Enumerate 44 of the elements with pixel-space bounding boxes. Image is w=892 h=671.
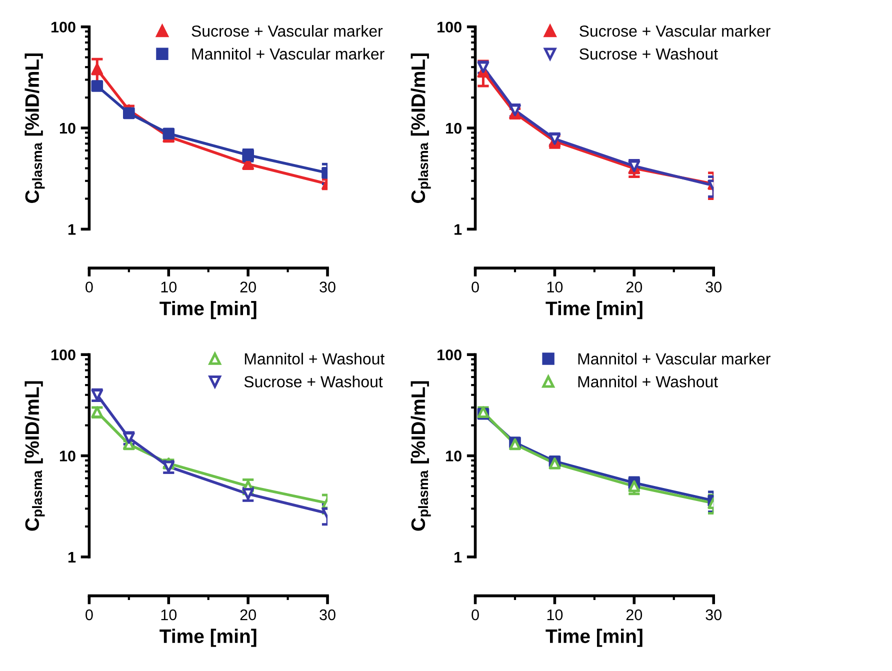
x-tick-label: 0 (86, 609, 93, 620)
legend-label: Sucrose + Washout (244, 376, 383, 388)
x-axis-title: Time [min] (546, 628, 642, 647)
y-tick-label: 100 (438, 349, 462, 360)
y-tick-label: 10 (446, 122, 462, 134)
x-tick-label: 0 (472, 282, 479, 292)
legend-label: Sucrose + Vascular marker (192, 25, 383, 37)
x-tick-label: 10 (161, 609, 177, 620)
y-tick-label: 100 (51, 349, 76, 360)
y-tick-label: 100 (51, 22, 76, 33)
y-axis-title: C$_{plasma}$ [%ID/mL] (24, 54, 45, 203)
y-tick-label: 1 (454, 552, 462, 562)
x-tick-label: 30 (320, 609, 336, 620)
y-tick-label: 1 (454, 224, 462, 235)
x-tick-label: 10 (547, 282, 563, 292)
y-axis-title: C$_{plasma}$ [%ID/mL] (24, 381, 45, 531)
y-tick-label: 10 (60, 122, 76, 134)
legend-label: Sucrose + Washout (580, 48, 718, 60)
x-axis-title: Time [min] (160, 301, 256, 320)
x-tick-label: 20 (240, 282, 256, 292)
x-tick-label: 10 (161, 282, 177, 292)
x-tick-label: 20 (626, 609, 642, 620)
x-tick-label: 20 (240, 609, 256, 620)
legend-label: Mannitol + Washout (578, 376, 718, 388)
legend-label: Mannitol + Vascular marker (192, 48, 384, 60)
y-tick-label: 10 (60, 450, 76, 462)
x-tick-label: 30 (320, 282, 336, 292)
x-tick-label: 10 (547, 609, 563, 620)
x-axis-title: Time [min] (160, 628, 256, 647)
y-tick-label: 10 (446, 450, 462, 462)
x-axis-title: Time [min] (546, 301, 642, 320)
x-tick-label: 30 (706, 609, 722, 620)
legend-label: Mannitol + Vascular marker (578, 352, 770, 365)
y-tick-label: 100 (438, 22, 462, 33)
y-tick-label: 1 (68, 552, 76, 562)
x-tick-label: 30 (706, 282, 722, 292)
legend-label: Mannitol + Washout (244, 352, 385, 365)
y-axis-title: C$_{plasma}$ [%ID/mL] (410, 54, 431, 203)
x-tick-label: 0 (472, 609, 479, 620)
legend-label: Sucrose + Vascular marker (580, 25, 770, 37)
y-axis-title: C$_{plasma}$ [%ID/mL] (410, 381, 431, 531)
y-tick-label: 1 (68, 224, 76, 235)
x-tick-label: 0 (86, 282, 93, 292)
x-tick-label: 20 (626, 282, 642, 292)
